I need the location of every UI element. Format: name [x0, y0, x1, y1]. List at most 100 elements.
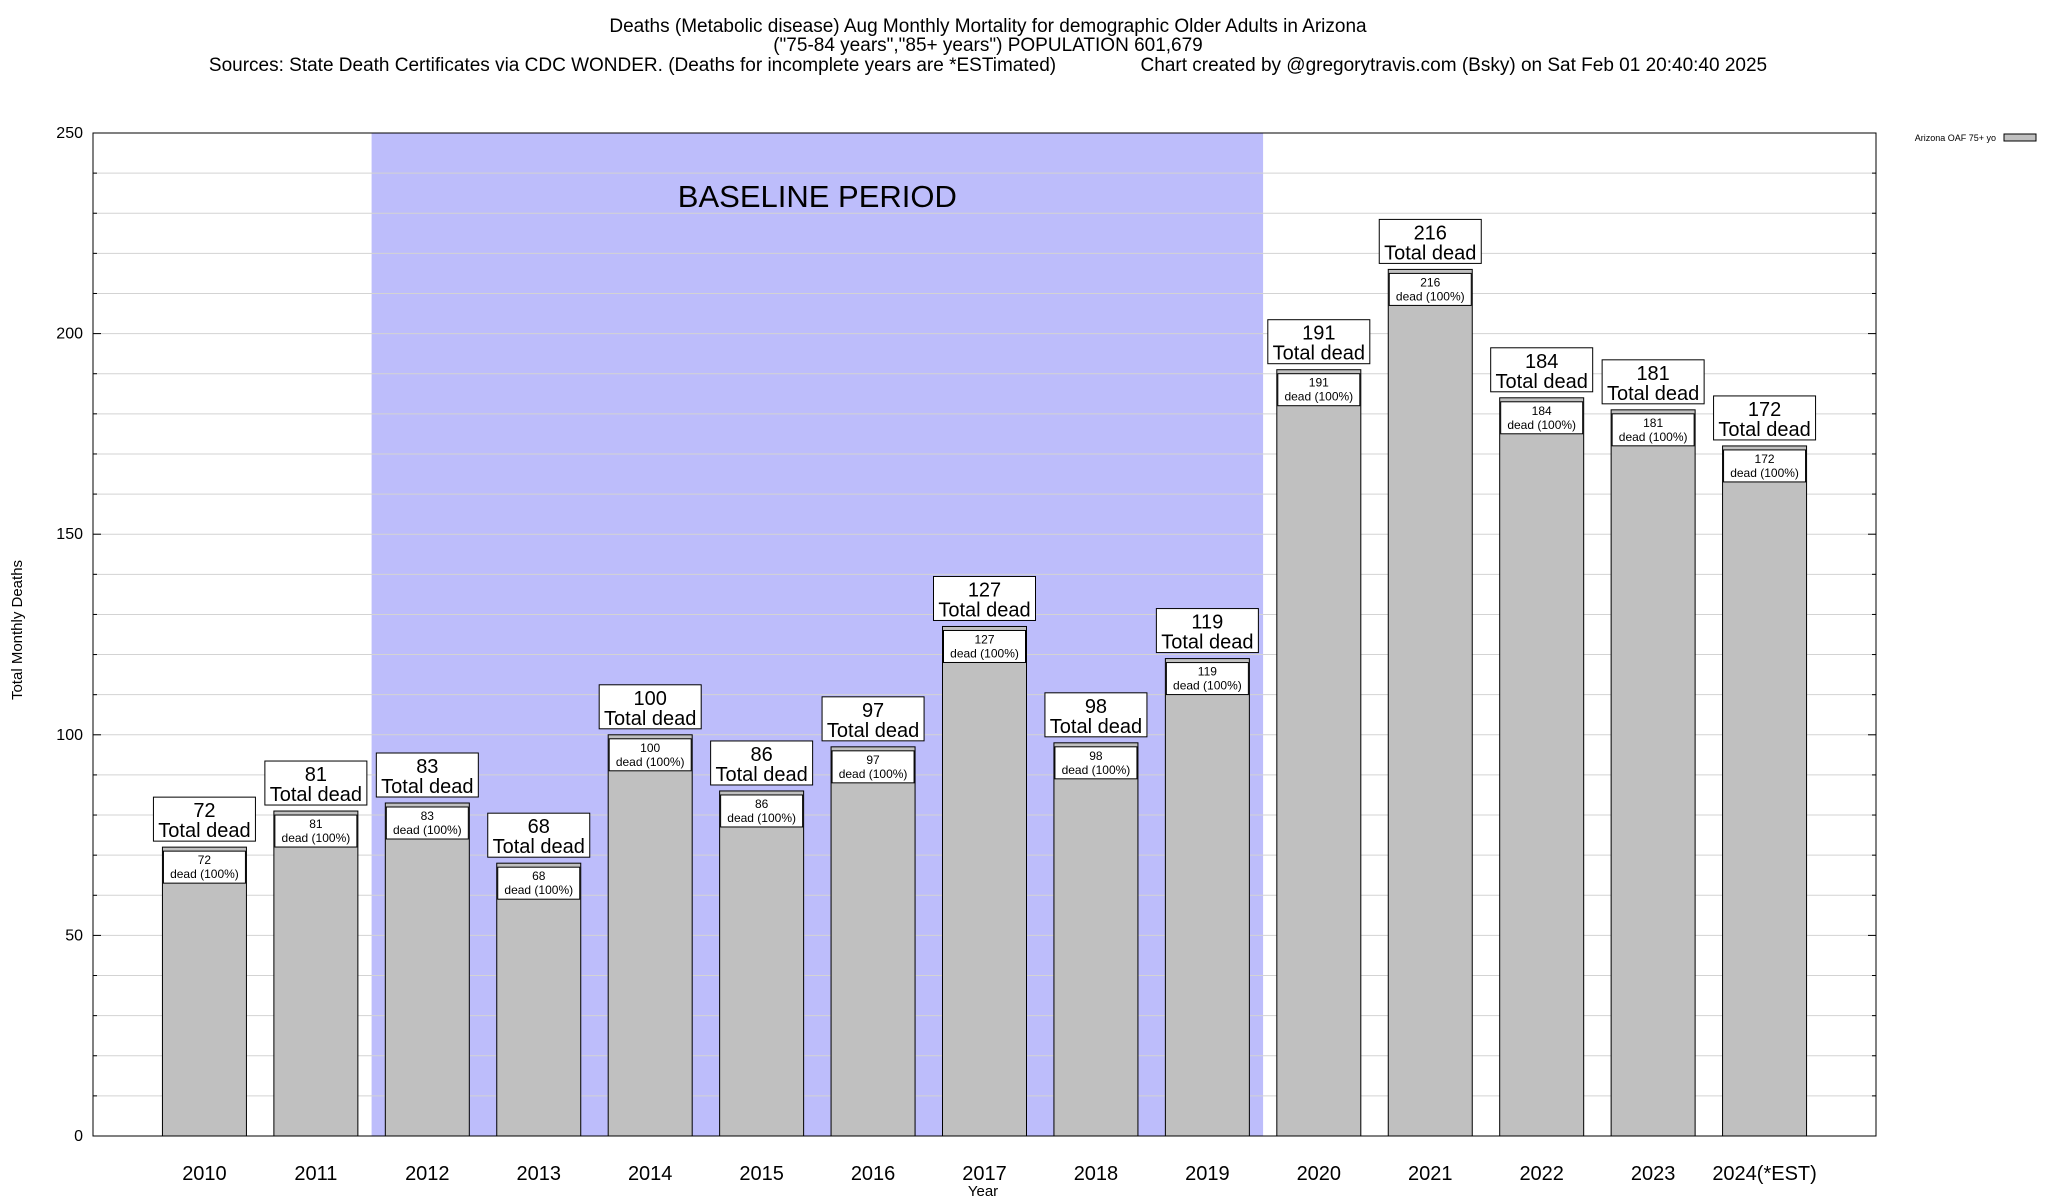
bar-inner-label-box [1500, 401, 1584, 435]
bar-inner-value: 68 [532, 869, 546, 883]
y-tick-label: 250 [56, 125, 83, 142]
x-tick-label: 2015 [739, 1163, 784, 1185]
bar [161, 846, 247, 1137]
bar [1499, 397, 1585, 1137]
bar-total-value: 119 [1191, 612, 1223, 634]
bar-inner-label-box [1723, 449, 1807, 483]
x-tick-label: 2017 [962, 1163, 1007, 1185]
x-tick-label: 2022 [1519, 1163, 1564, 1185]
bar [1053, 742, 1139, 1137]
bar-total-label: Total dead [1050, 716, 1142, 738]
bar-inner-label-box [1165, 662, 1249, 696]
bar-inner-label: dead (100%) [616, 755, 685, 769]
x-tick-label: 2013 [517, 1163, 562, 1185]
bar-inner-label: dead (100%) [1396, 289, 1465, 303]
chart-subtitle: ("75-84 years","85+ years") POPULATION 6… [773, 35, 1203, 56]
bar-inner-value: 97 [866, 753, 880, 767]
bar [1722, 445, 1808, 1137]
bar-inner-label-box [1611, 413, 1695, 447]
bar-total-label-box [264, 760, 368, 806]
bar-total-value: 98 [1085, 696, 1107, 718]
bar-total-label-box [1044, 692, 1148, 738]
x-tick-label: 2010 [182, 1163, 227, 1185]
bar-total-value: 68 [528, 816, 550, 838]
bar-total-label: Total dead [1607, 383, 1699, 405]
bar-total-label-box [1601, 359, 1705, 405]
bar-inner-value: 181 [1643, 416, 1663, 430]
bar-inner-label: dead (100%) [950, 646, 1019, 660]
legend-label: Arizona OAF 75+ yo [1915, 133, 1996, 143]
legend: Arizona OAF 75+ yo [1915, 133, 2037, 143]
bar-total-label: Total dead [1496, 371, 1588, 393]
x-tick-label: 2020 [1297, 1163, 1342, 1185]
bar [496, 862, 582, 1137]
bar-total-label-box [1267, 319, 1371, 365]
bar-inner-value: 184 [1532, 404, 1552, 418]
bar-inner-label: dead (100%) [393, 823, 462, 837]
bar-total-label-box [821, 696, 925, 742]
bar [1610, 409, 1696, 1137]
bar-inner-label-box [831, 750, 915, 784]
legend-swatch [2003, 133, 2037, 142]
bar-total-label: Total dead [270, 784, 362, 806]
bar-total-value: 83 [416, 756, 438, 778]
bar-inner-label-box [1388, 272, 1472, 306]
x-tick-label: 2016 [851, 1163, 896, 1185]
bar-total-label: Total dead [938, 599, 1030, 621]
bar-total-label: Total dead [827, 720, 919, 742]
bar-total-value: 216 [1414, 222, 1447, 244]
x-tick-label: 2014 [628, 1163, 673, 1185]
bar-inner-label-box [162, 850, 246, 884]
bar-inner-value: 191 [1309, 376, 1329, 390]
bar-total-label: Total dead [715, 764, 807, 786]
bar-inner-label: dead (100%) [839, 767, 908, 781]
bar-inner-label: dead (100%) [282, 831, 351, 845]
y-tick-label: 200 [56, 326, 83, 343]
bar-total-label-box [710, 740, 814, 786]
bar [384, 802, 470, 1137]
bar-total-label: Total dead [1718, 419, 1810, 441]
x-tick-label: 2023 [1631, 1163, 1676, 1185]
bar-total-label: Total dead [158, 820, 250, 842]
x-tick-label: 2019 [1185, 1163, 1230, 1185]
bar-inner-value: 81 [309, 817, 323, 831]
bar-total-value: 127 [968, 579, 1001, 601]
bar [942, 625, 1027, 1137]
bar-inner-value: 100 [640, 741, 660, 755]
bar-inner-value: 127 [974, 632, 994, 646]
bar [1387, 268, 1473, 1137]
x-tick-label: 2024(*EST) [1712, 1163, 1817, 1185]
bar-total-value: 86 [751, 744, 773, 766]
bar-total-label-box [375, 752, 479, 798]
bar-total-label: Total dead [604, 708, 696, 730]
bar-total-label-box [1378, 218, 1482, 264]
bar-inner-label-box [1054, 746, 1138, 780]
bar [719, 790, 805, 1137]
bar-total-value: 81 [305, 764, 327, 786]
bar-inner-label: dead (100%) [504, 883, 573, 897]
bar-inner-label: dead (100%) [1730, 466, 1799, 480]
bar-inner-value: 119 [1198, 665, 1217, 679]
axes: 0 50 100 150 200 250 [56, 125, 1877, 1145]
chart-title: Deaths (Metabolic disease) Aug Monthly M… [609, 16, 1367, 37]
bar-total-label: Total dead [1273, 343, 1365, 365]
bar-inner-value: 83 [421, 809, 435, 823]
y-tick-label: 150 [56, 526, 83, 543]
bar [273, 810, 359, 1137]
bar-total-label-box [152, 796, 256, 842]
x-tick-label: 2011 [294, 1163, 337, 1185]
bar-total-label-box [933, 575, 1036, 621]
bar-inner-label-box [720, 794, 804, 828]
bar-inner-label-box [385, 806, 469, 840]
bar-inner-label: dead (100%) [1507, 418, 1576, 432]
bar-total-value: 184 [1525, 351, 1558, 373]
plot-frame [92, 132, 1877, 1137]
bar-total-value: 191 [1302, 323, 1335, 345]
bar-total-label: Total dead [493, 836, 585, 858]
baseline-period-label: BASELINE PERIOD [678, 179, 957, 214]
bar-inner-value: 86 [755, 797, 769, 811]
bar-inner-label: dead (100%) [170, 867, 239, 881]
y-axis-label: Total Monthly Deaths [9, 560, 26, 700]
